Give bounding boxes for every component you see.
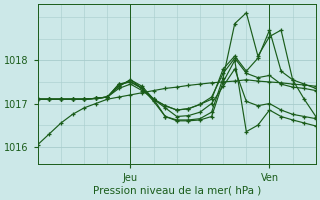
X-axis label: Pression niveau de la mer( hPa ): Pression niveau de la mer( hPa ) [93, 186, 261, 196]
